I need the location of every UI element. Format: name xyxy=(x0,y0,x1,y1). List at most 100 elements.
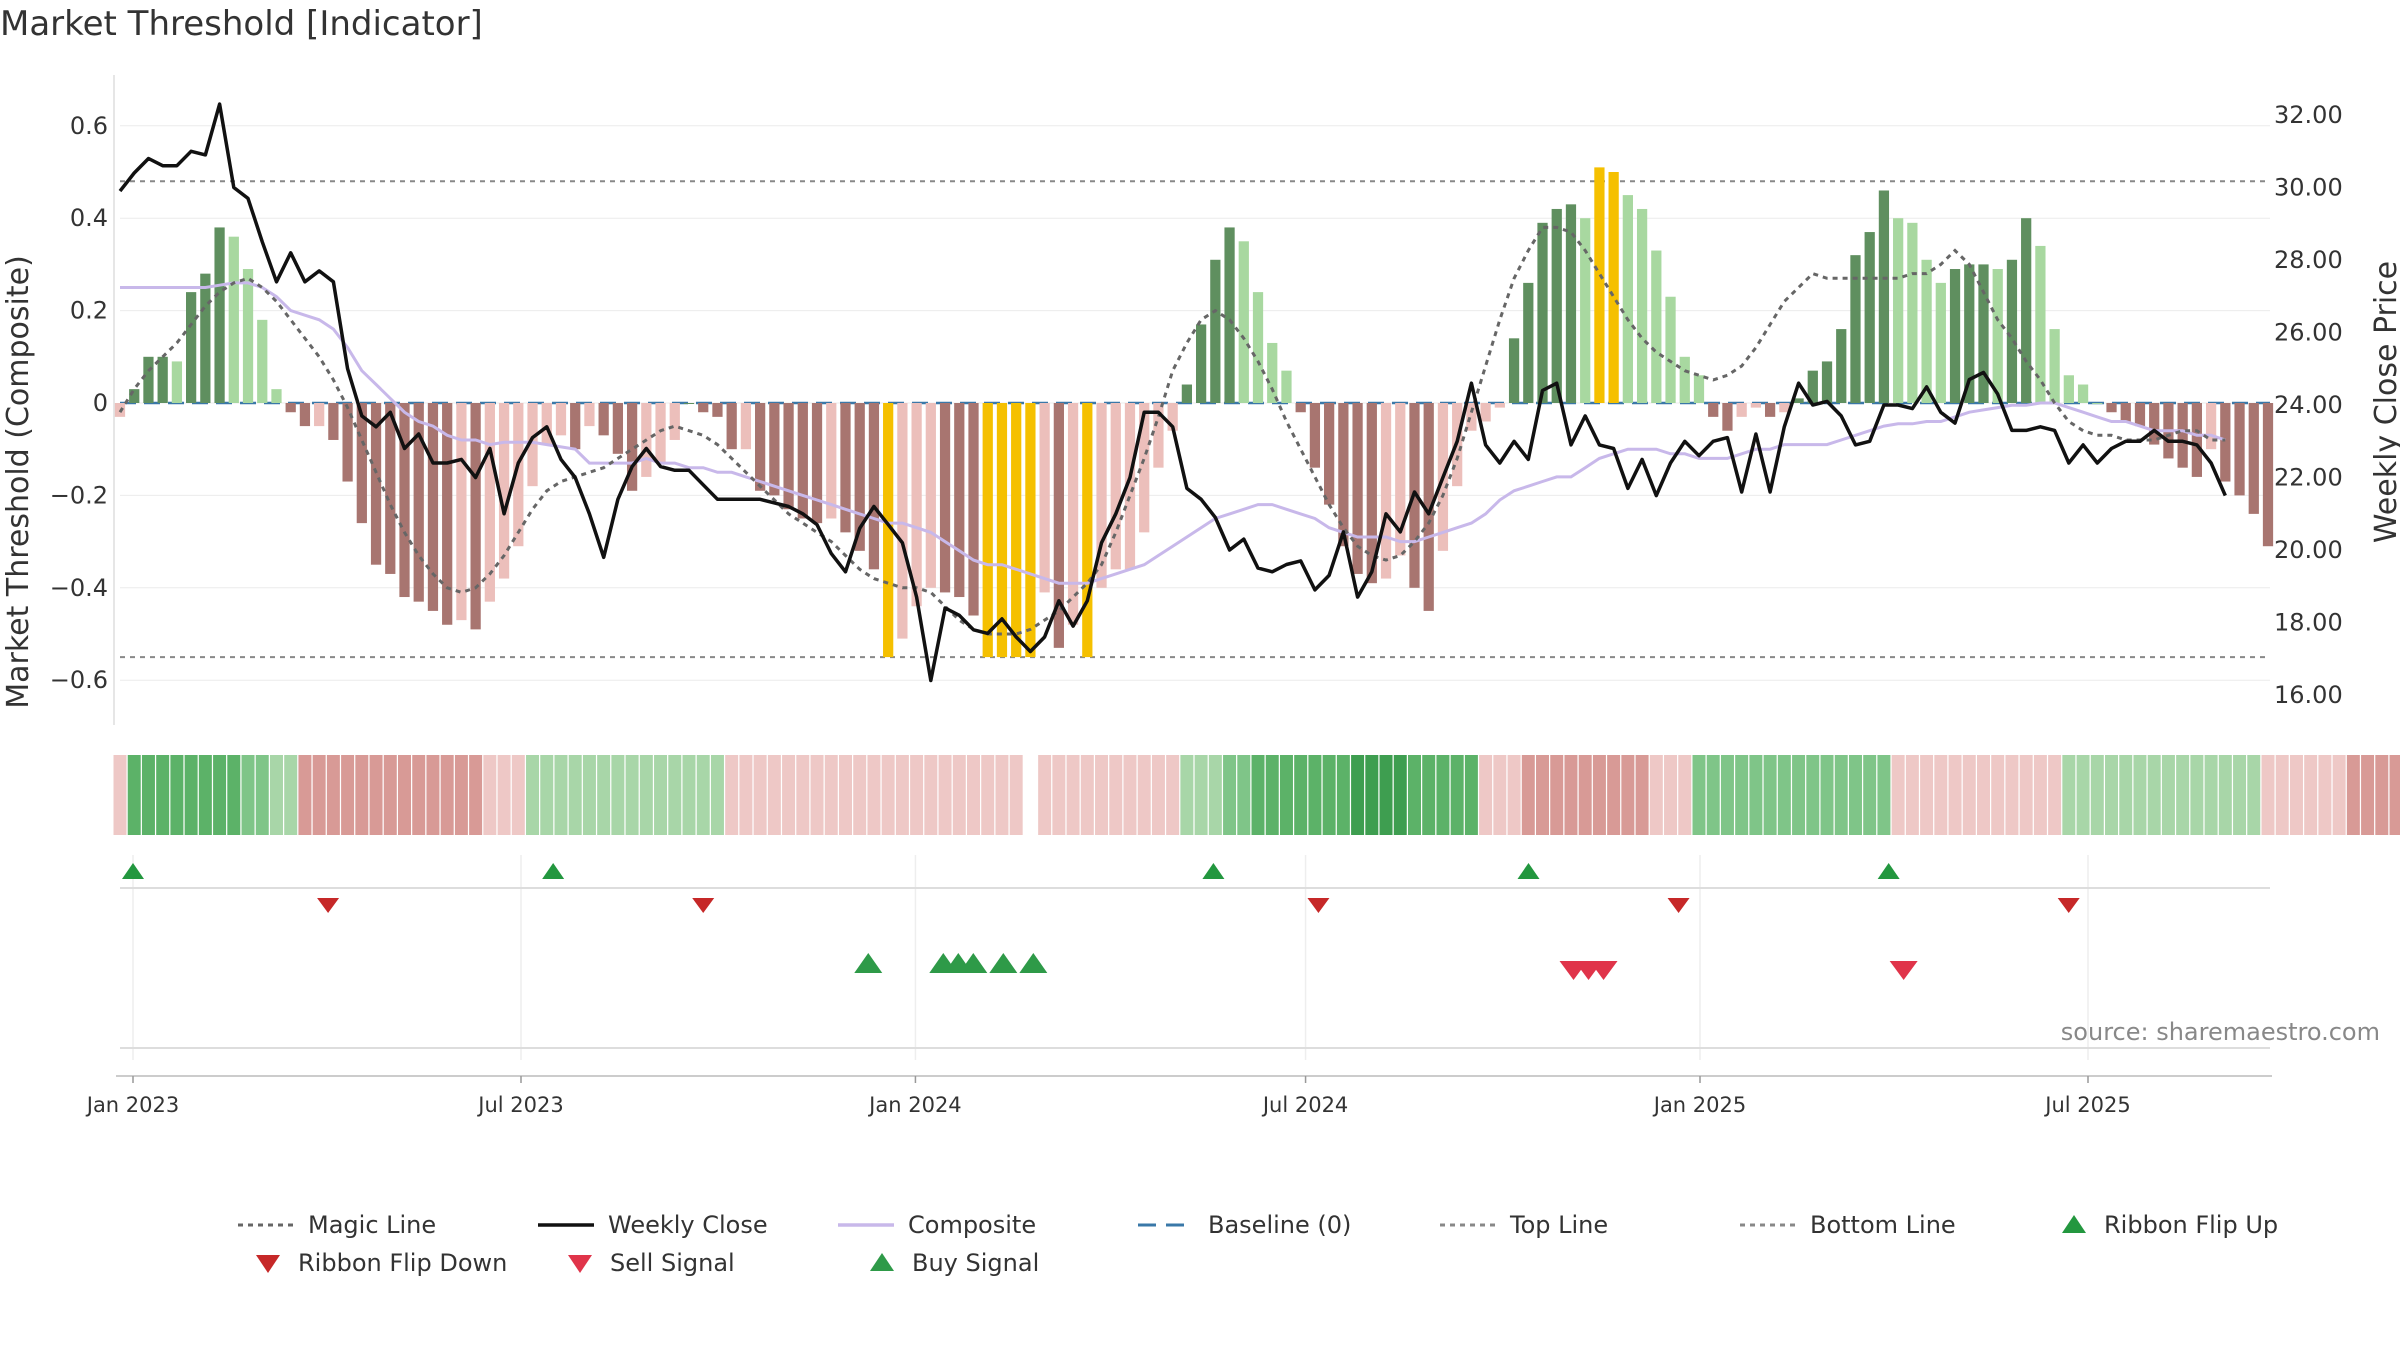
ribbon-cell-26 xyxy=(483,755,497,835)
x-tick-label-1: Jul 2023 xyxy=(476,1093,563,1117)
ribbon-flip-row xyxy=(120,863,2270,913)
composite-bar-23 xyxy=(442,403,453,625)
ribbon-cell-131 xyxy=(1976,755,1990,835)
ribbon-cell-99 xyxy=(1521,755,1535,835)
composite-bar-120 xyxy=(1821,361,1833,403)
ribbon-cell-72 xyxy=(1137,755,1151,835)
composite-bar-11 xyxy=(271,389,282,403)
ribbon-cell-142 xyxy=(2133,755,2147,835)
ribbon-cell-5 xyxy=(184,755,198,835)
composite-bar-149 xyxy=(2234,403,2245,496)
ribbon-cell-45 xyxy=(753,755,767,835)
composite-bar-47 xyxy=(783,403,794,510)
composite-bar-14 xyxy=(314,403,325,427)
composite-bar-110 xyxy=(1679,356,1690,403)
ribbon-cell-76 xyxy=(1194,755,1208,835)
composite-bar-121 xyxy=(1836,329,1847,403)
composite-bar-83 xyxy=(1295,403,1306,413)
composite-bar-64 xyxy=(1025,403,1036,658)
ribbon-cell-61 xyxy=(981,755,995,835)
composite-bar-142 xyxy=(2134,403,2146,427)
ribbon-cell-137 xyxy=(2062,755,2076,835)
ribbon-cell-145 xyxy=(2176,755,2190,835)
ribbon-flip-down-0 xyxy=(317,898,340,913)
ribbon-cell-66 xyxy=(1052,755,1066,835)
ribbon-cell-78 xyxy=(1223,755,1237,835)
composite-bar-3 xyxy=(157,356,168,403)
ribbon-cell-65 xyxy=(1038,755,1052,835)
ribbon-cell-42 xyxy=(710,755,724,835)
composite-bar-24 xyxy=(456,403,467,621)
composite-bar-62 xyxy=(996,403,1008,658)
ribbon-cell-36 xyxy=(625,755,639,835)
x-tick-label-5: Jul 2025 xyxy=(2043,1093,2130,1117)
ribbon-cell-106 xyxy=(1621,755,1635,835)
ribbon-cell-155 xyxy=(2318,755,2332,835)
composite-bar-9 xyxy=(242,269,254,403)
sell-signal-2 xyxy=(1589,961,1618,980)
weekly-close-line xyxy=(118,102,2227,683)
ribbon-cell-85 xyxy=(1322,755,1336,835)
composite-bar-30 xyxy=(541,403,552,445)
composite-bar-19 xyxy=(385,403,396,574)
composite-bar-8 xyxy=(228,236,239,403)
y-tick-label-3: 0 xyxy=(93,389,108,417)
composite-bar-73 xyxy=(1153,403,1164,468)
composite-bar-71 xyxy=(1124,403,1136,570)
composite-bar-134 xyxy=(2021,218,2032,403)
composite-bar-57 xyxy=(925,403,936,588)
ribbon-cell-136 xyxy=(2048,755,2062,835)
ribbon-cell-22 xyxy=(426,755,440,835)
ribbon-cell-40 xyxy=(682,755,696,835)
ribbon-cell-97 xyxy=(1493,755,1507,835)
ribbon-cell-115 xyxy=(1749,755,1763,835)
composite-bar-63 xyxy=(1011,403,1022,658)
ribbon-cell-117 xyxy=(1777,755,1791,835)
composite-bar-65 xyxy=(1039,403,1050,593)
composite-bar-104 xyxy=(1594,167,1605,403)
ribbon-cell-111 xyxy=(1692,755,1706,835)
composite-bar-51 xyxy=(840,403,851,533)
composite-bar-106 xyxy=(1622,195,1633,403)
ribbon-cell-130 xyxy=(1962,755,1976,835)
ribbon-cell-119 xyxy=(1806,755,1820,835)
y2-tick-label-2: 20.00 xyxy=(2274,536,2343,564)
ribbon-cell-46 xyxy=(767,755,781,835)
ribbon-cell-123 xyxy=(1863,755,1877,835)
ribbon-cell-158 xyxy=(2361,755,2375,835)
ribbon-cell-132 xyxy=(1991,755,2005,835)
ribbon-cell-89 xyxy=(1379,755,1393,835)
composite-bar-66 xyxy=(1053,403,1064,648)
composite-bar-108 xyxy=(1651,250,1662,403)
ribbon-cell-29 xyxy=(526,755,540,835)
ribbon-cell-28 xyxy=(511,755,525,835)
ribbon-cell-93 xyxy=(1436,755,1450,835)
composite-bar-17 xyxy=(356,403,367,524)
composite-bar-85 xyxy=(1324,403,1335,505)
composite-bar-124 xyxy=(1878,190,1890,403)
ribbon-cell-9 xyxy=(241,755,255,835)
ribbon-flip-up-0 xyxy=(122,863,144,879)
composite-bar-131 xyxy=(1978,264,1989,403)
composite-bar-111 xyxy=(1693,375,1705,403)
ribbon-cell-35 xyxy=(611,755,625,835)
buy-signal-4 xyxy=(989,953,1018,973)
ribbon-cell-113 xyxy=(1720,755,1734,835)
ribbon-cell-21 xyxy=(412,755,426,835)
ribbon-cell-153 xyxy=(2289,755,2303,835)
composite-bar-123 xyxy=(1864,232,1875,403)
ribbon-cell-48 xyxy=(796,755,810,835)
composite-bar-133 xyxy=(2006,259,2018,403)
composite-bar-135 xyxy=(2035,245,2046,403)
composite-bar-42 xyxy=(712,403,723,417)
ribbon-cell-135 xyxy=(2033,755,2047,835)
ribbon-cell-143 xyxy=(2147,755,2161,835)
ribbon-cell-67 xyxy=(1066,755,1080,835)
ribbon-cell-88 xyxy=(1365,755,1379,835)
ribbon-cell-38 xyxy=(654,755,668,835)
composite-bar-119 xyxy=(1807,370,1818,403)
composite-bar-82 xyxy=(1281,370,1292,403)
composite-bar-18 xyxy=(370,403,382,565)
composite-bar-44 xyxy=(740,403,752,450)
ribbon-cell-86 xyxy=(1336,755,1350,835)
